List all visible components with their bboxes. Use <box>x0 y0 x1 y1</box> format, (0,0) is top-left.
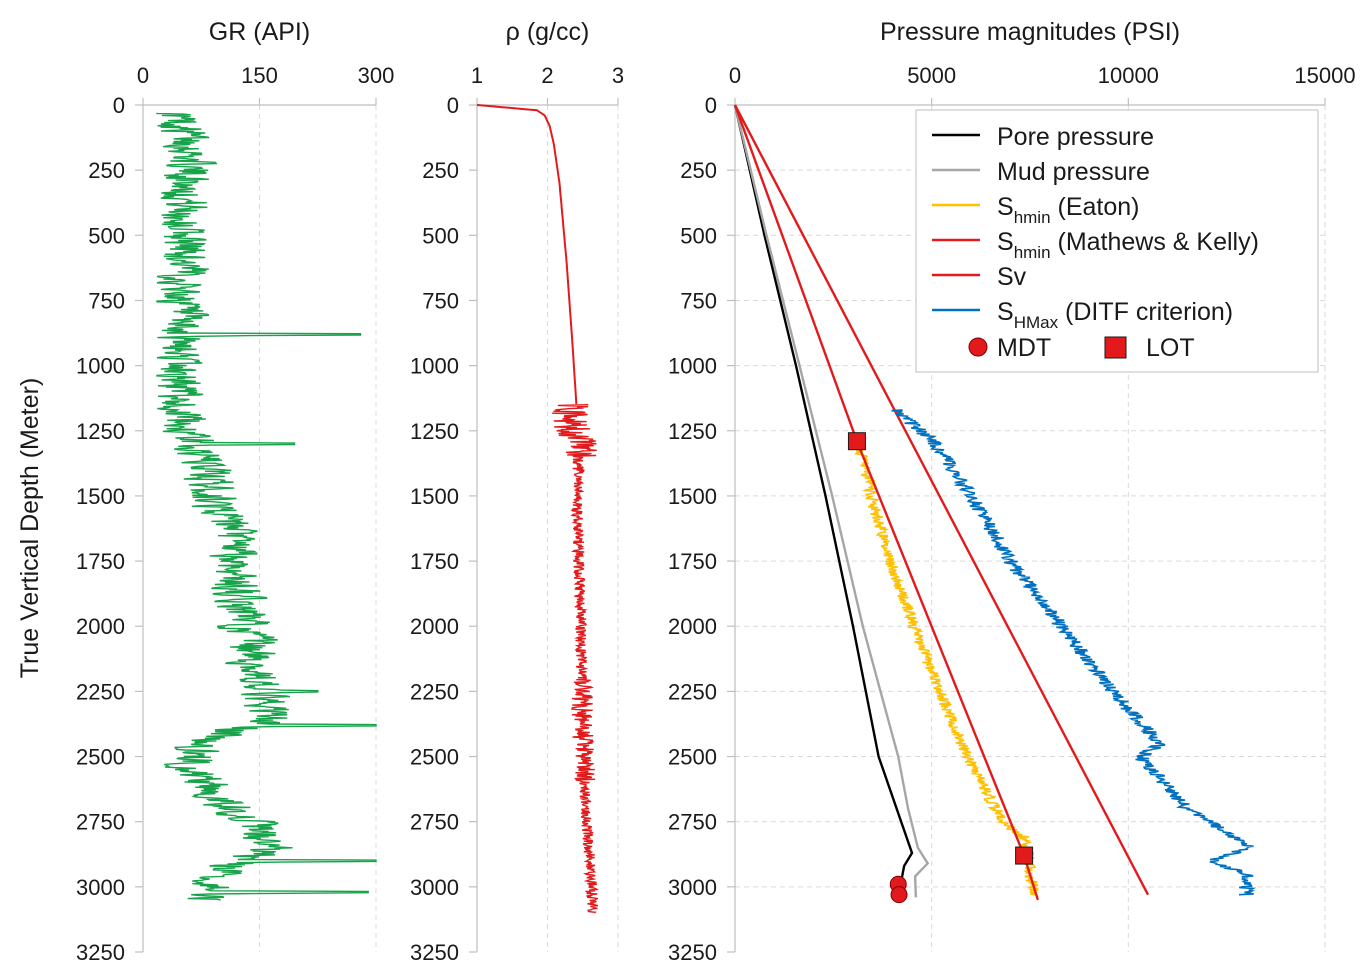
mdt-marker <box>890 886 908 904</box>
y-tick-label: 1250 <box>668 419 717 444</box>
y-tick-label: 2250 <box>76 679 125 704</box>
y-tick-label: 2500 <box>668 745 717 770</box>
y-tick-label: 0 <box>447 93 459 118</box>
x-tick-label: 150 <box>241 63 278 88</box>
x-tick-label: 300 <box>358 63 395 88</box>
panel-title: Pressure magnitudes (PSI) <box>880 18 1180 46</box>
y-tick-label: 0 <box>113 93 125 118</box>
legend: Pore pressure Mud pressure Shmin (Eaton)Sh… <box>915 109 1319 373</box>
y-axis-label: True Vertical Depth (Meter) <box>16 378 44 679</box>
y-tick-label: 1000 <box>410 354 459 379</box>
y-tick-label: 500 <box>88 223 125 248</box>
density-smooth-line <box>476 104 578 405</box>
y-tick-label: 2000 <box>76 614 125 639</box>
y-tick-label: 1500 <box>668 484 717 509</box>
density-log-line <box>552 404 600 914</box>
x-tick-label: 5000 <box>907 63 956 88</box>
lot-marker <box>847 432 866 451</box>
shmin_eaton-series-line <box>853 440 1039 896</box>
y-tick-label: 250 <box>680 158 717 183</box>
y-tick-label: 2750 <box>76 810 125 835</box>
y-tick-label: 3000 <box>76 875 125 900</box>
y-tick-label: 1000 <box>76 354 125 379</box>
y-tick-label: 250 <box>88 158 125 183</box>
shmin_mk-series-line <box>733 104 1040 901</box>
legend-label: Shmin (Mathews & Kelly) <box>997 228 1259 262</box>
y-tick-label: 1750 <box>76 549 125 574</box>
x-tick-label: 0 <box>729 63 741 88</box>
gr-series-line <box>156 112 377 901</box>
y-tick-label: 2750 <box>668 810 717 835</box>
legend-label: Sv <box>997 263 1027 291</box>
y-tick-label: 2500 <box>76 745 125 770</box>
x-tick-label: 10000 <box>1098 63 1159 88</box>
y-tick-label: 3000 <box>668 875 717 900</box>
y-tick-label: 2000 <box>410 614 459 639</box>
density-panel: 0 250 500 750 1000 1250 1500 1750 2000 2250 2500 27… <box>410 18 624 960</box>
x-tick-label: 15000 <box>1294 63 1355 88</box>
shmax-series-line <box>891 409 1257 896</box>
pressure-panel: 0 250 500 750 1000 1250 1500 1750 2000 2250 2500 27… <box>668 18 1356 960</box>
y-tick-label: 2250 <box>668 679 717 704</box>
pore-series-line <box>733 104 914 888</box>
y-tick-label: 1000 <box>668 354 717 379</box>
y-tick-label: 3250 <box>76 940 125 960</box>
legend-label: LOT <box>1146 334 1195 362</box>
y-tick-label: 3250 <box>410 940 459 960</box>
legend-label: SHMax (DITF criterion) <box>997 298 1233 332</box>
sv-series-line <box>733 104 1150 896</box>
y-tick-label: 750 <box>680 288 717 313</box>
y-tick-label: 1250 <box>76 419 125 444</box>
legend-lot-swatch <box>1104 336 1127 359</box>
y-tick-label: 1500 <box>76 484 125 509</box>
y-tick-label: 2000 <box>668 614 717 639</box>
gr-panel: 0250500750100012501500175020002250250027… <box>76 18 394 960</box>
x-tick-label: 1 <box>471 63 483 88</box>
y-tick-label: 1500 <box>410 484 459 509</box>
x-tick-label: 0 <box>137 63 149 88</box>
y-tick-label: 2500 <box>410 745 459 770</box>
y-tick-label: 1750 <box>668 549 717 574</box>
y-tick-label: 0 <box>705 93 717 118</box>
legend-label: Shmin (Eaton) <box>997 193 1139 227</box>
legend-label: MDT <box>997 334 1051 362</box>
legend-mdt-swatch <box>968 337 988 357</box>
x-tick-label: 2 <box>541 63 553 88</box>
mud-series-line <box>733 104 930 898</box>
legend-label: Pore pressure <box>997 123 1154 151</box>
y-tick-label: 1750 <box>410 549 459 574</box>
y-tick-label: 500 <box>680 223 717 248</box>
y-tick-label: 3000 <box>410 875 459 900</box>
legend-label: Mud pressure <box>997 158 1150 186</box>
x-tick-label: 3 <box>612 63 624 88</box>
y-tick-label: 1250 <box>410 419 459 444</box>
y-tick-label: 2750 <box>410 810 459 835</box>
y-tick-label: 3250 <box>668 940 717 960</box>
y-tick-label: 750 <box>88 288 125 313</box>
y-tick-label: 2250 <box>410 679 459 704</box>
panel-title: GR (API) <box>209 18 310 46</box>
legend-box <box>915 109 1319 373</box>
y-tick-label: 750 <box>422 288 459 313</box>
lot-marker <box>1015 846 1034 865</box>
y-tick-label: 500 <box>422 223 459 248</box>
panel-title: ρ (g/cc) <box>506 18 590 46</box>
y-tick-label: 250 <box>422 158 459 183</box>
